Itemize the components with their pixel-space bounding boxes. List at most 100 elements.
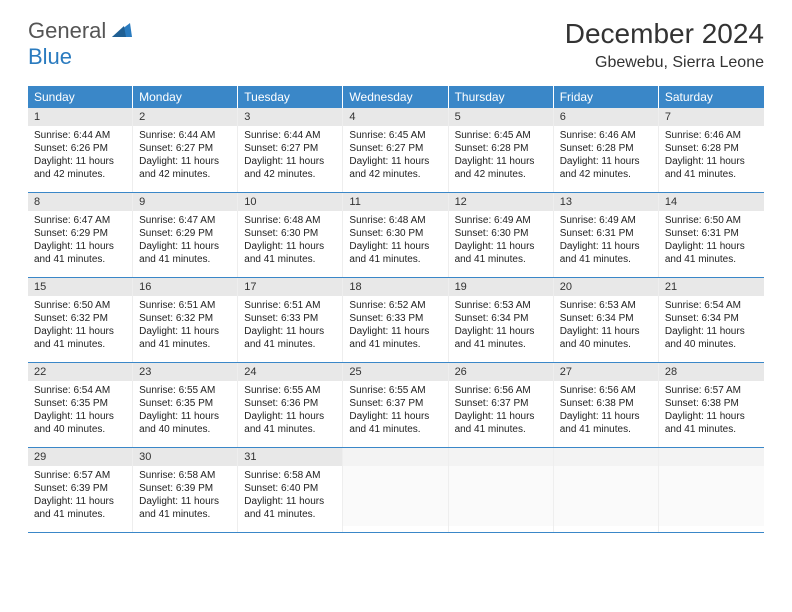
day-cell: 6Sunrise: 6:46 AMSunset: 6:28 PMDaylight…: [554, 108, 659, 192]
day-number: 10: [238, 193, 342, 211]
day-cell: 16Sunrise: 6:51 AMSunset: 6:32 PMDayligh…: [133, 278, 238, 362]
daylight-line: Daylight: 11 hours and 42 minutes.: [244, 155, 336, 181]
day-header-friday: Friday: [554, 86, 659, 108]
daylight-line: Daylight: 11 hours and 40 minutes.: [34, 410, 126, 436]
sunrise-line: Sunrise: 6:56 AM: [455, 384, 547, 397]
sunrise-line: Sunrise: 6:44 AM: [34, 129, 126, 142]
day-header-sunday: Sunday: [28, 86, 133, 108]
day-body: Sunrise: 6:47 AMSunset: 6:29 PMDaylight:…: [133, 211, 237, 270]
day-number: 17: [238, 278, 342, 296]
day-cell: 29Sunrise: 6:57 AMSunset: 6:39 PMDayligh…: [28, 448, 133, 532]
sunset-line: Sunset: 6:29 PM: [34, 227, 126, 240]
daylight-line: Daylight: 11 hours and 41 minutes.: [349, 325, 441, 351]
daylight-line: Daylight: 11 hours and 41 minutes.: [139, 495, 231, 521]
daylight-line: Daylight: 11 hours and 41 minutes.: [244, 240, 336, 266]
header: General December 2024 Gbewebu, Sierra Le…: [0, 0, 792, 80]
calendar: SundayMondayTuesdayWednesdayThursdayFrid…: [28, 86, 764, 533]
day-number: 28: [659, 363, 764, 381]
sunset-line: Sunset: 6:37 PM: [455, 397, 547, 410]
day-number: [449, 448, 553, 466]
day-cell: 2Sunrise: 6:44 AMSunset: 6:27 PMDaylight…: [133, 108, 238, 192]
sunset-line: Sunset: 6:40 PM: [244, 482, 336, 495]
day-body: Sunrise: 6:58 AMSunset: 6:40 PMDaylight:…: [238, 466, 342, 525]
sunset-line: Sunset: 6:27 PM: [244, 142, 336, 155]
week-row: 22Sunrise: 6:54 AMSunset: 6:35 PMDayligh…: [28, 363, 764, 448]
daylight-line: Daylight: 11 hours and 42 minutes.: [560, 155, 652, 181]
day-cell: 27Sunrise: 6:56 AMSunset: 6:38 PMDayligh…: [554, 363, 659, 447]
daylight-line: Daylight: 11 hours and 42 minutes.: [34, 155, 126, 181]
sunset-line: Sunset: 6:30 PM: [349, 227, 441, 240]
day-number: 18: [343, 278, 447, 296]
sunrise-line: Sunrise: 6:47 AM: [34, 214, 126, 227]
day-cell: [659, 448, 764, 532]
sunset-line: Sunset: 6:28 PM: [665, 142, 758, 155]
logo-text-general: General: [28, 18, 106, 44]
day-header-wednesday: Wednesday: [343, 86, 448, 108]
day-body: Sunrise: 6:47 AMSunset: 6:29 PMDaylight:…: [28, 211, 132, 270]
sunset-line: Sunset: 6:30 PM: [244, 227, 336, 240]
day-cell: 7Sunrise: 6:46 AMSunset: 6:28 PMDaylight…: [659, 108, 764, 192]
day-body: [343, 466, 447, 526]
day-number: 6: [554, 108, 658, 126]
day-cell: 11Sunrise: 6:48 AMSunset: 6:30 PMDayligh…: [343, 193, 448, 277]
day-number: 11: [343, 193, 447, 211]
day-cell: 26Sunrise: 6:56 AMSunset: 6:37 PMDayligh…: [449, 363, 554, 447]
sunset-line: Sunset: 6:30 PM: [455, 227, 547, 240]
week-row: 15Sunrise: 6:50 AMSunset: 6:32 PMDayligh…: [28, 278, 764, 363]
logo-text-blue: Blue: [28, 44, 72, 69]
day-body: Sunrise: 6:55 AMSunset: 6:35 PMDaylight:…: [133, 381, 237, 440]
sunset-line: Sunset: 6:34 PM: [560, 312, 652, 325]
daylight-line: Daylight: 11 hours and 41 minutes.: [34, 240, 126, 266]
day-cell: [343, 448, 448, 532]
day-header-thursday: Thursday: [449, 86, 554, 108]
day-number: 12: [449, 193, 553, 211]
day-number: 23: [133, 363, 237, 381]
logo-blue-wrap: Blue: [28, 44, 72, 70]
day-number: 27: [554, 363, 658, 381]
day-cell: 15Sunrise: 6:50 AMSunset: 6:32 PMDayligh…: [28, 278, 133, 362]
daylight-line: Daylight: 11 hours and 42 minutes.: [455, 155, 547, 181]
day-cell: 10Sunrise: 6:48 AMSunset: 6:30 PMDayligh…: [238, 193, 343, 277]
day-number: 25: [343, 363, 447, 381]
daylight-line: Daylight: 11 hours and 41 minutes.: [34, 325, 126, 351]
day-body: Sunrise: 6:44 AMSunset: 6:27 PMDaylight:…: [238, 126, 342, 185]
day-number: 13: [554, 193, 658, 211]
day-number: 20: [554, 278, 658, 296]
week-row: 8Sunrise: 6:47 AMSunset: 6:29 PMDaylight…: [28, 193, 764, 278]
day-body: Sunrise: 6:44 AMSunset: 6:26 PMDaylight:…: [28, 126, 132, 185]
sunrise-line: Sunrise: 6:50 AM: [665, 214, 758, 227]
day-cell: 1Sunrise: 6:44 AMSunset: 6:26 PMDaylight…: [28, 108, 133, 192]
sunset-line: Sunset: 6:33 PM: [349, 312, 441, 325]
day-cell: 13Sunrise: 6:49 AMSunset: 6:31 PMDayligh…: [554, 193, 659, 277]
daylight-line: Daylight: 11 hours and 41 minutes.: [665, 155, 758, 181]
sunset-line: Sunset: 6:34 PM: [665, 312, 758, 325]
sunrise-line: Sunrise: 6:49 AM: [455, 214, 547, 227]
day-body: Sunrise: 6:53 AMSunset: 6:34 PMDaylight:…: [554, 296, 658, 355]
day-number: 22: [28, 363, 132, 381]
sunset-line: Sunset: 6:28 PM: [560, 142, 652, 155]
sunset-line: Sunset: 6:36 PM: [244, 397, 336, 410]
day-cell: 21Sunrise: 6:54 AMSunset: 6:34 PMDayligh…: [659, 278, 764, 362]
sunrise-line: Sunrise: 6:47 AM: [139, 214, 231, 227]
day-cell: 28Sunrise: 6:57 AMSunset: 6:38 PMDayligh…: [659, 363, 764, 447]
day-header-saturday: Saturday: [659, 86, 764, 108]
day-body: Sunrise: 6:46 AMSunset: 6:28 PMDaylight:…: [554, 126, 658, 185]
daylight-line: Daylight: 11 hours and 41 minutes.: [244, 495, 336, 521]
daylight-line: Daylight: 11 hours and 41 minutes.: [455, 410, 547, 436]
daylight-line: Daylight: 11 hours and 40 minutes.: [139, 410, 231, 436]
day-cell: 24Sunrise: 6:55 AMSunset: 6:36 PMDayligh…: [238, 363, 343, 447]
daylight-line: Daylight: 11 hours and 40 minutes.: [560, 325, 652, 351]
day-cell: 12Sunrise: 6:49 AMSunset: 6:30 PMDayligh…: [449, 193, 554, 277]
day-number: 24: [238, 363, 342, 381]
sunrise-line: Sunrise: 6:55 AM: [139, 384, 231, 397]
day-body: Sunrise: 6:56 AMSunset: 6:38 PMDaylight:…: [554, 381, 658, 440]
day-cell: 31Sunrise: 6:58 AMSunset: 6:40 PMDayligh…: [238, 448, 343, 532]
day-body: Sunrise: 6:57 AMSunset: 6:39 PMDaylight:…: [28, 466, 132, 525]
daylight-line: Daylight: 11 hours and 41 minutes.: [244, 325, 336, 351]
sunrise-line: Sunrise: 6:54 AM: [665, 299, 758, 312]
day-cell: 5Sunrise: 6:45 AMSunset: 6:28 PMDaylight…: [449, 108, 554, 192]
day-body: Sunrise: 6:48 AMSunset: 6:30 PMDaylight:…: [343, 211, 447, 270]
sunrise-line: Sunrise: 6:45 AM: [455, 129, 547, 142]
day-cell: 23Sunrise: 6:55 AMSunset: 6:35 PMDayligh…: [133, 363, 238, 447]
daylight-line: Daylight: 11 hours and 41 minutes.: [349, 410, 441, 436]
